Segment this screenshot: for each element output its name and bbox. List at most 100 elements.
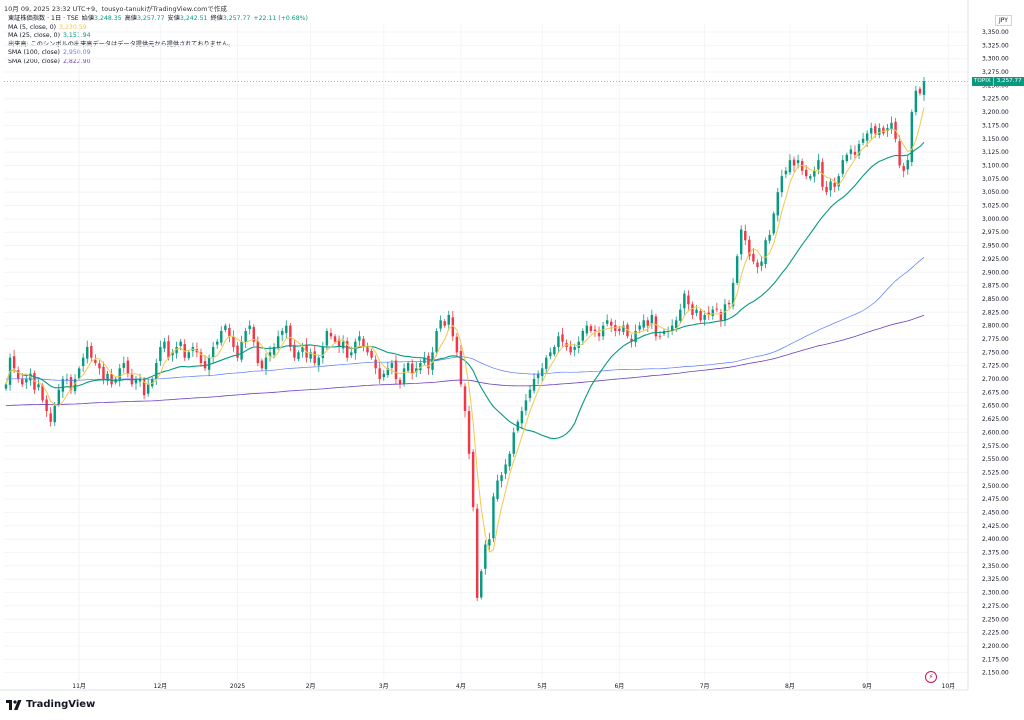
candle	[49, 407, 52, 427]
y-tick-label: 2,775.00	[982, 336, 1009, 343]
candle	[272, 343, 276, 359]
candle	[833, 177, 836, 193]
candle	[784, 167, 788, 178]
candle	[443, 319, 446, 328]
time-axis[interactable]: 11月12月20252月3月4月5月6月7月8月9月10月11/	[0, 683, 1024, 691]
candle	[81, 353, 85, 372]
candle	[646, 317, 650, 333]
candle	[711, 305, 714, 320]
y-tick-label: 2,525.00	[982, 469, 1009, 476]
y-tick-label: 2,975.00	[982, 229, 1009, 236]
candle	[248, 320, 251, 335]
brand-text: TradingView	[26, 699, 96, 710]
candle	[187, 350, 191, 361]
indicator-ma5[interactable]: MA (5, close, 0) 3,230.59	[8, 23, 87, 31]
y-tick-label: 3,150.00	[982, 136, 1009, 143]
candle	[861, 132, 865, 146]
candle	[800, 158, 804, 176]
candle	[146, 379, 150, 397]
candle	[463, 383, 467, 418]
y-tick-label: 2,625.00	[982, 416, 1009, 423]
candle	[853, 145, 857, 160]
candle	[809, 174, 812, 181]
candle	[65, 373, 69, 385]
candle	[25, 375, 28, 389]
tradingview-logo-icon	[6, 699, 22, 710]
candle	[386, 362, 390, 378]
candle	[500, 471, 503, 488]
indicator-sma100[interactable]: SMA (100, close) 2,950.09	[8, 49, 91, 57]
ohlc-close: 終値3,257.77	[210, 15, 251, 22]
candle	[577, 336, 580, 354]
candle	[849, 145, 853, 160]
candle	[752, 247, 755, 265]
candle	[597, 326, 601, 342]
candle	[236, 341, 239, 362]
x-tick-label: 4月	[456, 683, 466, 690]
candle	[423, 351, 426, 366]
y-tick-label: 2,500.00	[982, 483, 1009, 490]
candle	[650, 309, 654, 330]
candle	[276, 330, 280, 351]
x-tick-label: 6月	[614, 683, 624, 690]
y-tick-label: 2,275.00	[982, 603, 1009, 610]
y-tick-label: 2,425.00	[982, 523, 1009, 530]
candles	[4, 76, 926, 602]
candle	[467, 405, 471, 460]
price-axis[interactable]: 3,350.00 3,325.00 3,300.00 3,275.00 3,250.00…	[967, 0, 1009, 690]
candle	[488, 532, 491, 551]
y-tick-label: 3,350.00	[982, 29, 1009, 36]
candle	[309, 348, 312, 363]
y-tick-label: 3,225.00	[982, 96, 1009, 103]
y-tick-label: 2,850.00	[982, 296, 1009, 303]
y-tick-label: 3,275.00	[982, 69, 1009, 76]
y-tick-label: 3,000.00	[982, 216, 1009, 223]
indicator-sma200[interactable]: SMA (200, close) 2,822.90	[8, 57, 91, 65]
x-tick-label: 10月	[942, 683, 956, 690]
x-tick-label: 11月	[72, 683, 86, 690]
indicator-volume[interactable]: 出来高: このシンボルの出来高データはデータ提供元から提供されておりません。	[8, 40, 235, 48]
ohlc-low: 安値3,242.51	[167, 15, 208, 22]
candle	[203, 355, 207, 372]
candle	[792, 156, 796, 172]
y-tick-label: 2,550.00	[982, 456, 1009, 463]
candle	[455, 333, 459, 357]
candle	[358, 330, 361, 347]
candle	[366, 342, 369, 356]
candle	[532, 373, 536, 394]
candle	[512, 427, 515, 457]
lightning-icon[interactable]: ⚡	[925, 671, 937, 683]
candle	[857, 140, 861, 160]
symbol-header[interactable]: 東証株価指数 · 1日 · TSE 始値3,248.35 高値3,257.77 …	[8, 15, 308, 24]
candle	[341, 335, 345, 354]
candle	[12, 349, 16, 374]
tradingview-logo[interactable]: TradingView	[6, 699, 95, 710]
candle	[683, 290, 686, 315]
candle	[593, 325, 597, 337]
price-tag-value: 3,257.77	[992, 76, 1024, 86]
indicator-ma25[interactable]: MA (25, close, 0) 3,151.94	[8, 32, 91, 40]
candle	[549, 347, 552, 360]
y-tick-label: 2,925.00	[982, 256, 1009, 263]
candle	[581, 328, 585, 345]
legend: 東証株価指数 · 1日 · TSE 始値3,248.35 高値3,257.77 …	[8, 15, 308, 67]
candle	[345, 337, 349, 362]
candle	[163, 337, 166, 353]
candle	[687, 290, 690, 310]
y-tick-label: 3,325.00	[982, 42, 1009, 49]
candle	[691, 301, 694, 320]
candle	[354, 338, 357, 360]
y-tick-label: 2,475.00	[982, 496, 1009, 503]
candle	[772, 211, 775, 236]
candle	[764, 237, 767, 269]
candle	[605, 314, 609, 327]
candle	[439, 315, 442, 332]
candle	[394, 355, 398, 385]
y-tick-label: 2,150.00	[982, 670, 1009, 677]
currency-label[interactable]: JPY	[995, 15, 1012, 26]
candle	[902, 162, 905, 178]
y-tick-label: 2,675.00	[982, 389, 1009, 396]
candle	[325, 328, 329, 350]
candle	[508, 451, 511, 471]
